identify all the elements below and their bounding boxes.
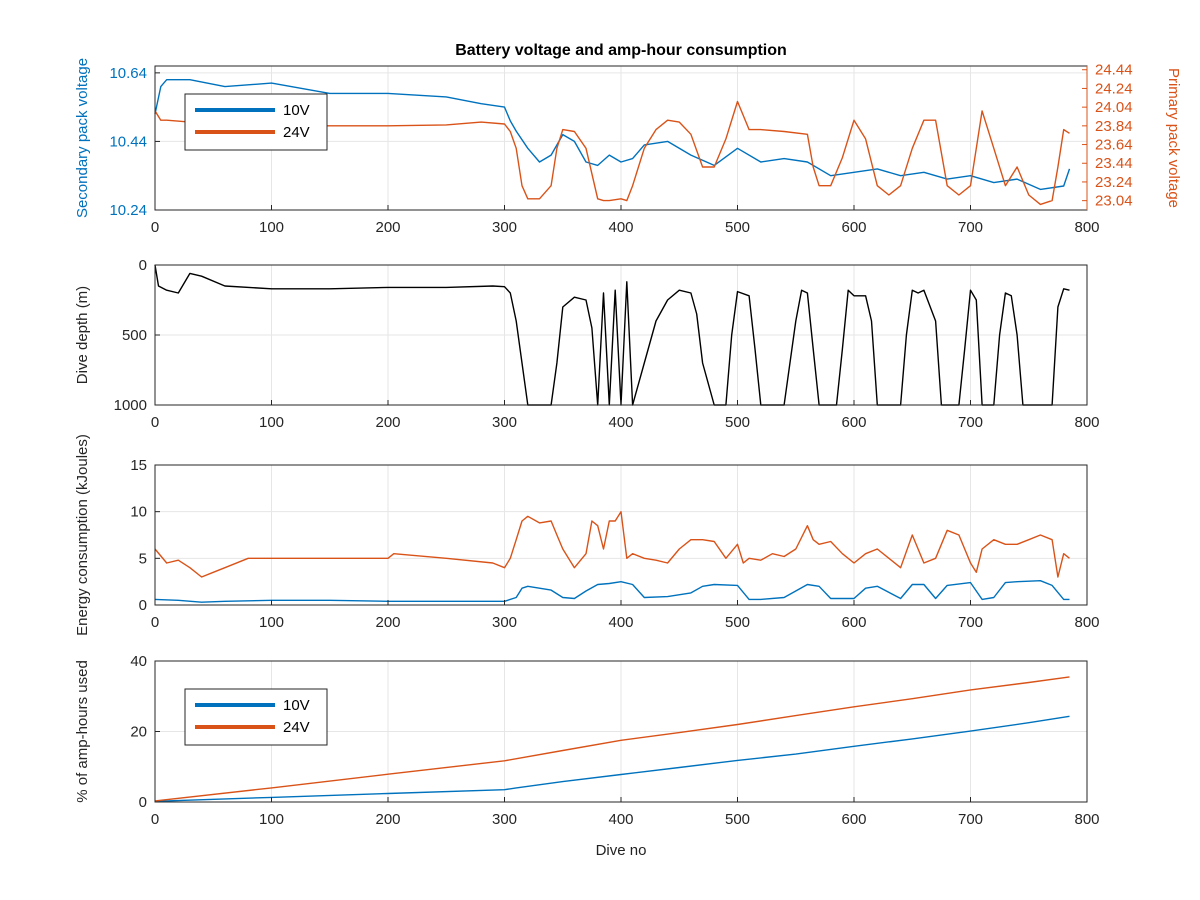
panel2-series-depth-line	[154, 264, 1070, 406]
panel1-legend-label-10v: 10V	[283, 102, 310, 119]
panel1-legend-label-24v: 24V	[283, 124, 310, 141]
panel1-right-y-tick-label: 23.64	[1095, 137, 1133, 154]
panel4-x-tick-label: 600	[841, 811, 866, 828]
panel1-y-tick-label: 10.24	[109, 202, 147, 219]
panel2-y-tick-label: 0	[139, 257, 147, 274]
panel1-x-tick-label: 800	[1074, 219, 1099, 236]
panel4-y-tick-label: 40	[130, 653, 147, 670]
panel1-right-y-tick-label: 23.24	[1095, 174, 1133, 191]
panel3-x-tick-label: 400	[608, 614, 633, 631]
panel2-x-tick-label: 200	[375, 414, 400, 431]
panel4-legend-label-10v: 10V	[283, 697, 310, 714]
panel3-x-tick-label: 200	[375, 614, 400, 631]
panel3-y-tick-label: 15	[130, 457, 147, 474]
panel3-series-24v-line	[154, 511, 1070, 578]
panel4-y-tick-label: 0	[139, 794, 147, 811]
panel1-right-y-tick-label: 23.44	[1095, 155, 1133, 172]
panel2-y-tick-label: 500	[122, 327, 147, 344]
panel1-y-axis-label: Secondary pack voltage	[74, 58, 91, 218]
panel3-y-tick-label: 5	[139, 550, 147, 567]
panel1-x-tick-label: 300	[492, 219, 517, 236]
panel4-x-tick-label: 200	[375, 811, 400, 828]
panel3-x-tick-label: 600	[841, 614, 866, 631]
panel4-legend-label-24v: 24V	[283, 719, 310, 736]
panel1-right-y-tick-label: 24.04	[1095, 99, 1133, 116]
x-axis-label: Dive no	[595, 842, 647, 859]
panel4-x-tick-label: 100	[259, 811, 284, 828]
panel4-x-tick-label: 700	[958, 811, 983, 828]
panel3-y-tick-label: 0	[139, 597, 147, 614]
panel1-x-tick-label: 100	[259, 219, 284, 236]
panel3-x-tick-label: 800	[1074, 614, 1099, 631]
panel1-series-10v-line	[154, 78, 1071, 191]
panel4-x-tick-label: 800	[1074, 811, 1099, 828]
panel3-y-tick-label: 10	[130, 504, 147, 521]
panel3-x-tick-label: 500	[725, 614, 750, 631]
panel1-x-tick-label: 600	[841, 219, 866, 236]
panel2-x-tick-label: 800	[1074, 414, 1099, 431]
chart-title: Battery voltage and amp-hour consumption	[455, 42, 787, 59]
panel1-x-tick-label: 0	[151, 219, 159, 236]
panel2-x-tick-label: 700	[958, 414, 983, 431]
panel1-right-y-tick-label: 24.44	[1095, 62, 1133, 79]
panel2-x-tick-label: 300	[492, 414, 517, 431]
panel1-series-24v-line	[154, 100, 1070, 206]
panel4-x-tick-label: 400	[608, 811, 633, 828]
panel2-x-tick-label: 600	[841, 414, 866, 431]
panel1-right-y-tick-label: 23.04	[1095, 193, 1133, 210]
panel2-x-tick-label: 0	[151, 414, 159, 431]
panel4-legend-box	[184, 688, 328, 746]
panel1-x-tick-label: 500	[725, 219, 750, 236]
panel1-legend-box	[184, 93, 328, 151]
panel2-y-tick-label: 1000	[114, 397, 147, 414]
panel3-x-tick-label: 700	[958, 614, 983, 631]
panel2-x-tick-label: 400	[608, 414, 633, 431]
panel1-x-tick-label: 400	[608, 219, 633, 236]
panel1-right-y-tick-label: 23.84	[1095, 118, 1133, 135]
panel1-x-tick-label: 200	[375, 219, 400, 236]
panel4-x-tick-label: 300	[492, 811, 517, 828]
panel2-x-tick-label: 100	[259, 414, 284, 431]
panel1-y-tick-label: 10.44	[109, 133, 147, 150]
panel4-series-10v-line	[154, 715, 1070, 802]
panel4-x-tick-label: 0	[151, 811, 159, 828]
panel1-right-y-tick-label: 24.24	[1095, 80, 1133, 97]
panel4-series-24v-line	[154, 676, 1070, 802]
panel3-x-tick-label: 100	[259, 614, 284, 631]
panel1-x-tick-label: 700	[958, 219, 983, 236]
panel3-y-axis-label: Energy consumption (kJoules)	[74, 434, 91, 636]
panel3-x-tick-label: 300	[492, 614, 517, 631]
panel1-y-tick-label: 10.64	[109, 65, 147, 82]
panel2-x-tick-label: 500	[725, 414, 750, 431]
panel3-x-tick-label: 0	[151, 614, 159, 631]
panel4-x-tick-label: 500	[725, 811, 750, 828]
panel2-y-axis-label: Dive depth (m)	[74, 286, 91, 384]
panel4-y-tick-label: 20	[130, 724, 147, 741]
panel1-right-y-axis-label: Primary pack voltage	[1165, 68, 1182, 208]
panel4-y-axis-label: % of amp-hours used	[74, 660, 91, 803]
